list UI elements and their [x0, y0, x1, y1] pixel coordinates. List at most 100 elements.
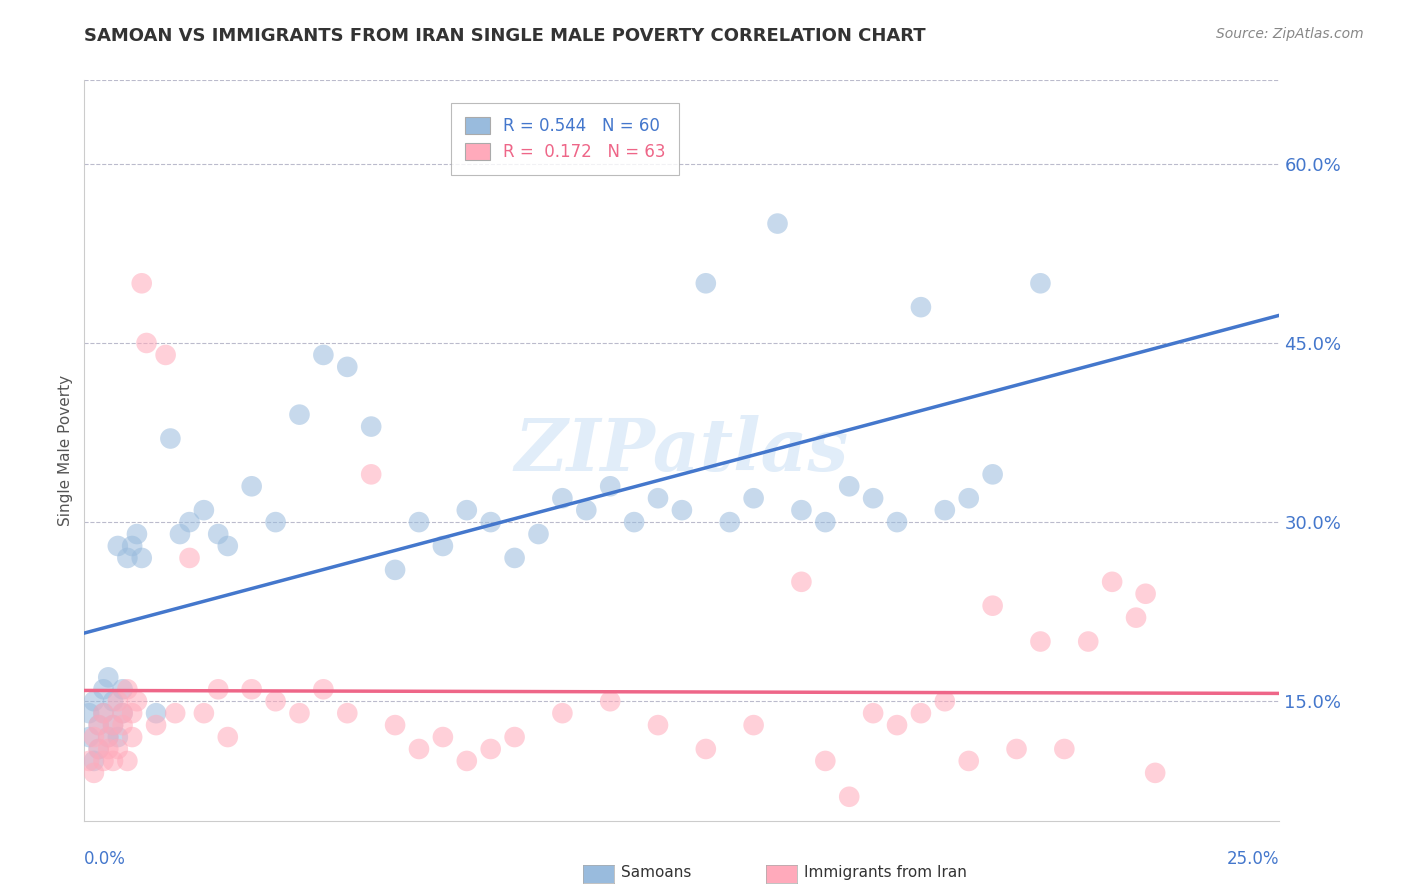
- Point: [121, 706, 143, 721]
- Point: [384, 563, 406, 577]
- Point: [193, 503, 215, 517]
- Point: [117, 550, 139, 565]
- Point: [814, 515, 837, 529]
- Point: [97, 670, 120, 684]
- Point: [1029, 634, 1052, 648]
- Point: [862, 706, 884, 721]
- Point: [83, 754, 105, 768]
- Point: [93, 706, 115, 721]
- Point: [87, 742, 110, 756]
- Point: [432, 539, 454, 553]
- Point: [336, 706, 359, 721]
- Point: [742, 718, 765, 732]
- Point: [432, 730, 454, 744]
- Point: [312, 682, 335, 697]
- Point: [336, 359, 359, 374]
- Point: [1135, 587, 1157, 601]
- Point: [790, 574, 813, 589]
- Point: [111, 682, 134, 697]
- Point: [131, 550, 153, 565]
- Point: [169, 527, 191, 541]
- Point: [408, 515, 430, 529]
- Point: [718, 515, 741, 529]
- Point: [288, 408, 311, 422]
- Point: [671, 503, 693, 517]
- Point: [264, 694, 287, 708]
- Text: 0.0%: 0.0%: [84, 850, 127, 869]
- Point: [135, 336, 157, 351]
- Point: [97, 730, 120, 744]
- Point: [117, 682, 139, 697]
- Point: [814, 754, 837, 768]
- Point: [1005, 742, 1028, 756]
- Point: [503, 550, 526, 565]
- Point: [838, 479, 860, 493]
- Point: [83, 765, 105, 780]
- Point: [695, 277, 717, 291]
- Point: [121, 539, 143, 553]
- Point: [207, 527, 229, 541]
- Point: [551, 706, 574, 721]
- Point: [1077, 634, 1099, 648]
- Point: [101, 718, 124, 732]
- Point: [125, 527, 148, 541]
- Point: [479, 515, 502, 529]
- Point: [957, 491, 980, 506]
- Point: [77, 706, 100, 721]
- Point: [408, 742, 430, 756]
- Point: [981, 467, 1004, 482]
- Point: [742, 491, 765, 506]
- Point: [934, 503, 956, 517]
- Point: [87, 742, 110, 756]
- Text: Immigrants from Iran: Immigrants from Iran: [804, 865, 967, 880]
- Point: [910, 706, 932, 721]
- Point: [240, 479, 263, 493]
- Point: [107, 694, 129, 708]
- Point: [97, 730, 120, 744]
- Text: Source: ZipAtlas.com: Source: ZipAtlas.com: [1216, 27, 1364, 41]
- Point: [93, 754, 115, 768]
- Point: [312, 348, 335, 362]
- Point: [159, 432, 181, 446]
- Point: [599, 479, 621, 493]
- Point: [766, 217, 789, 231]
- Point: [207, 682, 229, 697]
- Point: [527, 527, 550, 541]
- Point: [862, 491, 884, 506]
- Point: [384, 718, 406, 732]
- Point: [93, 682, 115, 697]
- Point: [165, 706, 187, 721]
- Point: [101, 718, 124, 732]
- Point: [240, 682, 263, 697]
- Point: [886, 718, 908, 732]
- Point: [111, 718, 134, 732]
- Point: [264, 515, 287, 529]
- Point: [599, 694, 621, 708]
- Point: [981, 599, 1004, 613]
- Point: [647, 718, 669, 732]
- Point: [910, 300, 932, 314]
- Point: [886, 515, 908, 529]
- Point: [121, 730, 143, 744]
- Point: [101, 754, 124, 768]
- Point: [145, 706, 167, 721]
- Point: [456, 503, 478, 517]
- Point: [83, 694, 105, 708]
- Point: [1053, 742, 1076, 756]
- Point: [179, 515, 201, 529]
- Point: [111, 706, 134, 721]
- Point: [217, 539, 239, 553]
- Point: [77, 730, 100, 744]
- Point: [83, 730, 105, 744]
- Point: [193, 706, 215, 721]
- Point: [360, 467, 382, 482]
- Point: [288, 706, 311, 721]
- Text: Samoans: Samoans: [621, 865, 692, 880]
- Point: [360, 419, 382, 434]
- Point: [107, 539, 129, 553]
- Point: [125, 694, 148, 708]
- Point: [479, 742, 502, 756]
- Point: [155, 348, 177, 362]
- Point: [107, 742, 129, 756]
- Point: [503, 730, 526, 744]
